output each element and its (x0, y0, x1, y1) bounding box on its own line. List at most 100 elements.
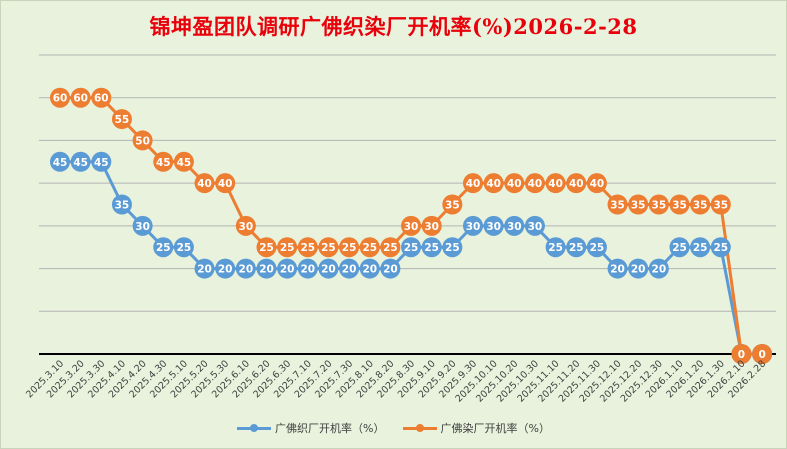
data-point (153, 151, 174, 172)
data-point (752, 344, 773, 364)
data-point (111, 194, 132, 215)
legend-label-dyeing: 广佛染厂开机率（%） (440, 422, 550, 435)
data-label: 30 (404, 221, 419, 233)
data-point (91, 151, 112, 172)
data-point (607, 194, 628, 215)
series-line-0 (60, 160, 763, 356)
chart-title: 锦坤盈团队调研广佛织染厂开机率(%)2026-2-28 (149, 14, 638, 39)
data-label: 25 (259, 242, 274, 254)
data-point (566, 173, 587, 194)
data-point (628, 258, 649, 279)
data-label: 60 (53, 93, 68, 105)
data-label: 30 (466, 221, 481, 233)
data-point (669, 194, 690, 215)
data-point (669, 237, 690, 258)
data-point (111, 109, 132, 130)
data-point (463, 173, 483, 194)
data-label: 25 (280, 242, 295, 254)
data-label: 40 (466, 178, 481, 190)
data-label: 45 (73, 157, 88, 169)
legend: 广佛织厂开机率（%） 广佛染厂开机率（%） (1, 420, 786, 436)
data-point (277, 258, 298, 279)
data-point (421, 237, 442, 258)
data-point (648, 194, 669, 215)
data-label: 0 (758, 349, 765, 361)
data-point (256, 258, 277, 279)
data-point (318, 237, 339, 258)
data-label: 25 (569, 242, 584, 254)
data-label: 20 (342, 264, 357, 276)
data-point (132, 130, 153, 151)
data-label: 25 (445, 242, 460, 254)
data-label: 0 (738, 349, 745, 361)
data-label: 25 (177, 242, 192, 254)
data-point (463, 215, 483, 236)
data-point (731, 344, 752, 364)
legend-swatch-dyeing-icon (402, 423, 437, 433)
data-label: 35 (672, 200, 687, 212)
data-point (545, 237, 566, 258)
data-point (235, 258, 256, 279)
data-label: 30 (486, 221, 501, 233)
data-point (70, 87, 91, 108)
data-label: 20 (362, 264, 377, 276)
data-point (153, 237, 174, 258)
data-label: 25 (404, 242, 419, 254)
data-label: 20 (218, 264, 233, 276)
data-label: 20 (383, 264, 398, 276)
data-point (504, 215, 525, 236)
data-point (70, 151, 91, 172)
data-label: 40 (507, 178, 522, 190)
data-label: 20 (610, 264, 625, 276)
data-point (50, 87, 70, 108)
data-point (277, 237, 298, 258)
data-point (607, 258, 628, 279)
data-label: 45 (156, 157, 171, 169)
data-label: 55 (115, 114, 130, 126)
data-label: 45 (94, 157, 109, 169)
data-point (401, 215, 422, 236)
data-label: 25 (424, 242, 439, 254)
data-label: 45 (177, 157, 192, 169)
data-point (524, 173, 545, 194)
legend-swatch-weaving-icon (237, 423, 272, 433)
data-label: 25 (342, 242, 357, 254)
data-label: 35 (115, 200, 130, 212)
data-label: 25 (590, 242, 605, 254)
data-label: 20 (631, 264, 646, 276)
data-label: 40 (218, 178, 233, 190)
data-point (442, 237, 463, 258)
data-point (524, 215, 545, 236)
data-point (318, 258, 339, 279)
data-label: 25 (713, 242, 728, 254)
legend-item-dyeing: 广佛染厂开机率（%） (402, 420, 550, 436)
data-label: 35 (610, 200, 625, 212)
data-label: 30 (424, 221, 439, 233)
data-label: 30 (528, 221, 543, 233)
data-label: 30 (239, 221, 254, 233)
data-label: 20 (652, 264, 667, 276)
data-label: 35 (713, 200, 728, 212)
data-label: 25 (672, 242, 687, 254)
data-markers: 45 45 45 35 30 25 25 20 20 20 20 20 20 20 20 20 20 25 25 25… (50, 87, 773, 364)
data-point (215, 173, 236, 194)
data-point (297, 258, 318, 279)
data-point (442, 194, 463, 215)
data-point (297, 237, 318, 258)
data-label: 50 (135, 135, 150, 147)
data-point (483, 173, 504, 194)
data-point (173, 151, 194, 172)
data-point (586, 237, 607, 258)
data-label: 20 (197, 264, 212, 276)
data-point (215, 258, 236, 279)
data-point (545, 173, 566, 194)
data-label: 35 (445, 200, 460, 212)
data-point (690, 237, 711, 258)
data-label: 25 (300, 242, 315, 254)
data-label: 40 (548, 178, 563, 190)
data-point (380, 237, 401, 258)
data-label: 25 (321, 242, 336, 254)
data-point (566, 237, 587, 258)
legend-label-weaving: 广佛织厂开机率（%） (275, 422, 385, 435)
